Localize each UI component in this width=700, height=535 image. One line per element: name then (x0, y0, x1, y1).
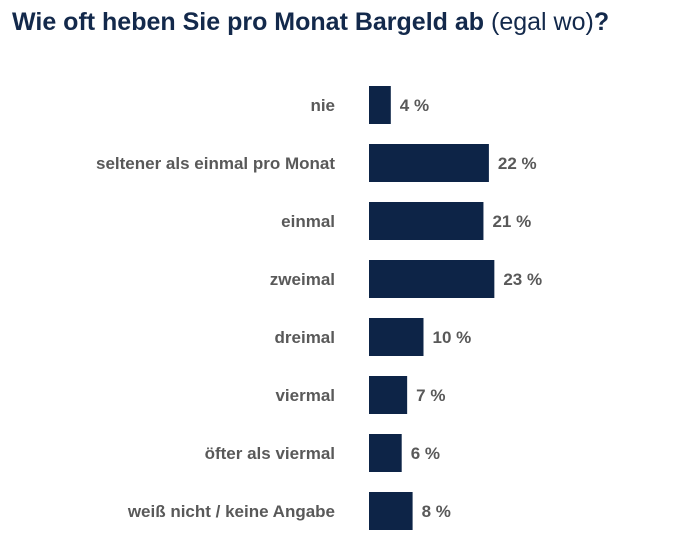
category-label: zweimal (270, 270, 335, 289)
value-label: 4 % (400, 96, 429, 115)
bar (369, 318, 424, 356)
category-label: weiß nicht / keine Angabe (127, 502, 335, 521)
bar (369, 202, 484, 240)
bar (369, 434, 402, 472)
chart-title-qmark: ? (593, 8, 610, 36)
chart-title: Wie oft heben Sie pro Monat Bargeld ab (… (12, 8, 609, 37)
bar (369, 260, 495, 298)
category-label: einmal (281, 212, 335, 231)
bar (369, 492, 413, 530)
category-label: viermal (275, 386, 335, 405)
value-label: 22 % (498, 154, 537, 173)
category-label: dreimal (275, 328, 335, 347)
chart-title-main: Wie oft heben Sie pro Monat Bargeld ab (12, 8, 485, 36)
value-label: 23 % (503, 270, 542, 289)
value-label: 21 % (492, 212, 531, 231)
category-label: nie (310, 96, 335, 115)
value-label: 7 % (416, 386, 445, 405)
chart-title-sub: (egal wo) (491, 8, 594, 36)
category-label: seltener als einmal pro Monat (96, 154, 335, 173)
value-label: 8 % (422, 502, 451, 521)
bar (369, 376, 408, 414)
bar (369, 144, 489, 182)
value-label: 10 % (433, 328, 472, 347)
bar (369, 86, 391, 124)
value-label: 6 % (411, 444, 440, 463)
category-label: öfter als viermal (205, 444, 335, 463)
